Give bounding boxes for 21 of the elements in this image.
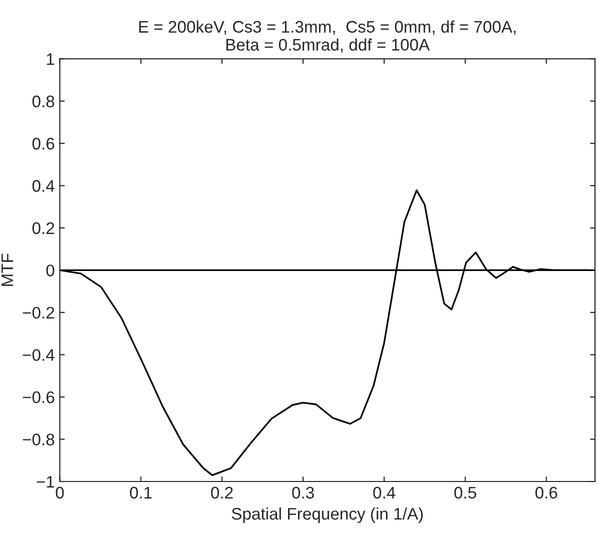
y-tick-label: 0.8: [32, 96, 54, 108]
y-tick-label: 0.2: [32, 222, 54, 234]
x-tick-label: 0: [56, 486, 64, 499]
x-tick-label: 0.6: [535, 486, 558, 499]
x-tick-label: 0.5: [454, 486, 476, 499]
chart-title: E = 200keV, Cs3 = 1.3mm, Cs5 = 0mm, df = 700A, Beta = 0.5mrad, ddf = 100A: [139, 20, 516, 53]
y-axis-title: MTF: [2, 254, 14, 286]
y-tick-label: 0.6: [32, 138, 54, 150]
y-tick-label: 0: [46, 264, 54, 276]
x-tick-label: 0.2: [211, 486, 233, 499]
y-tick-label: −1: [36, 476, 54, 488]
y-tick-label: −0.4: [22, 349, 54, 361]
y-tick-label: −0.2: [22, 306, 54, 319]
x-tick-label: 0.1: [130, 486, 152, 499]
y-tick-label: −0.8: [22, 434, 54, 446]
y-tick-label: 1: [46, 53, 54, 65]
x-tick-label: 0.3: [292, 486, 314, 499]
x-axis-title: Spatial Frequency (in 1/A): [232, 507, 423, 523]
y-tick-label: −0.6: [22, 391, 54, 404]
x-tick-label: 0.4: [373, 486, 396, 499]
y-tick-label: 0.4: [32, 180, 54, 192]
